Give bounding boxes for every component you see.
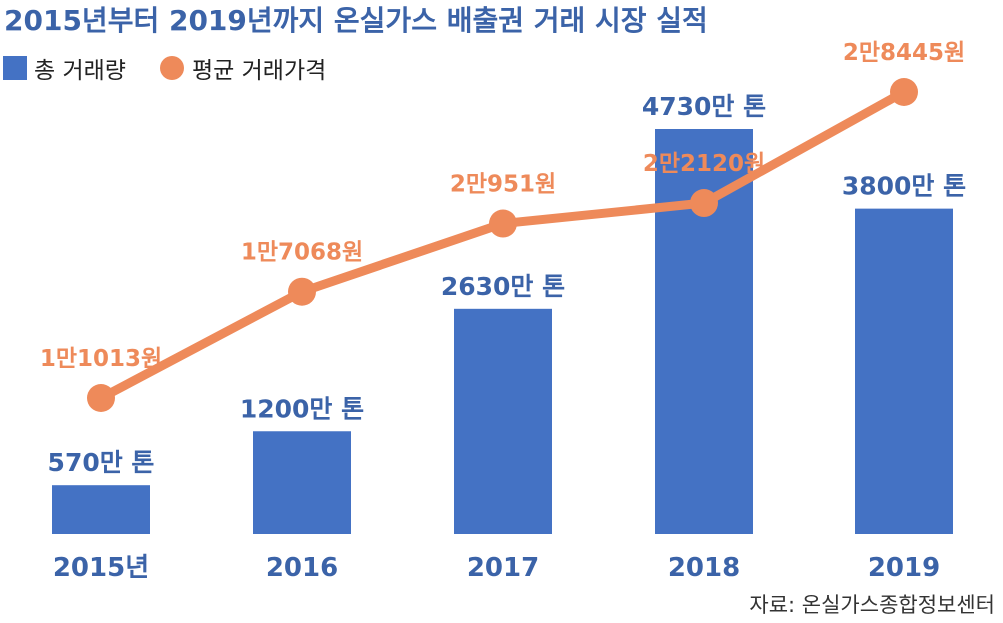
- line-label-3: 2만2120원: [643, 151, 765, 177]
- legend-bar-label: 총 거래량: [34, 58, 126, 84]
- line-point-4: [890, 78, 918, 106]
- bar-label-0: 570만 톤: [48, 448, 155, 477]
- line-point-0: [87, 384, 115, 412]
- bar-label-3: 4730만 톤: [642, 92, 766, 121]
- x-tick-0: 2015년: [53, 553, 149, 583]
- chart-title: 2015년부터 2019년까지 온실가스 배출권 거래 시장 실적: [4, 4, 708, 37]
- bar-0: [52, 485, 150, 534]
- bar-label-1: 1200만 톤: [240, 394, 364, 423]
- line-point-3: [690, 189, 718, 218]
- line-label-4: 2만8445원: [843, 40, 965, 66]
- x-axis: 2015년 2016 2017 2018 2019: [53, 553, 940, 583]
- x-tick-1: 2016: [266, 553, 338, 583]
- legend-bar-swatch: [3, 56, 27, 80]
- x-tick-2: 2017: [467, 553, 539, 583]
- bar-series: 570만 톤 1200만 톤 2630만 톤 4730만 톤 3800만 톤: [48, 92, 966, 535]
- source-note: 자료: 온실가스종합정보센터: [749, 593, 995, 617]
- bar-1: [253, 431, 351, 534]
- line-series: 1만1013원 1만7068원 2만951원 2만2120원 2만8445원: [40, 40, 965, 412]
- x-tick-3: 2018: [668, 553, 740, 583]
- line-point-1: [288, 277, 316, 306]
- legend-line-swatch: [160, 56, 184, 80]
- line-label-1: 1만7068원: [241, 240, 363, 266]
- bar-2: [454, 308, 552, 534]
- bar-4: [855, 208, 953, 535]
- bar-label-2: 2630만 톤: [441, 272, 565, 301]
- line-label-0: 1만1013원: [40, 346, 162, 372]
- line-label-2: 2만951원: [450, 172, 556, 198]
- line-point-2: [489, 209, 517, 238]
- x-tick-4: 2019: [868, 553, 940, 583]
- bar-label-4: 3800만 톤: [842, 172, 966, 201]
- legend: 총 거래량 평균 거래가격: [3, 56, 326, 84]
- legend-line-label: 평균 거래가격: [192, 58, 326, 84]
